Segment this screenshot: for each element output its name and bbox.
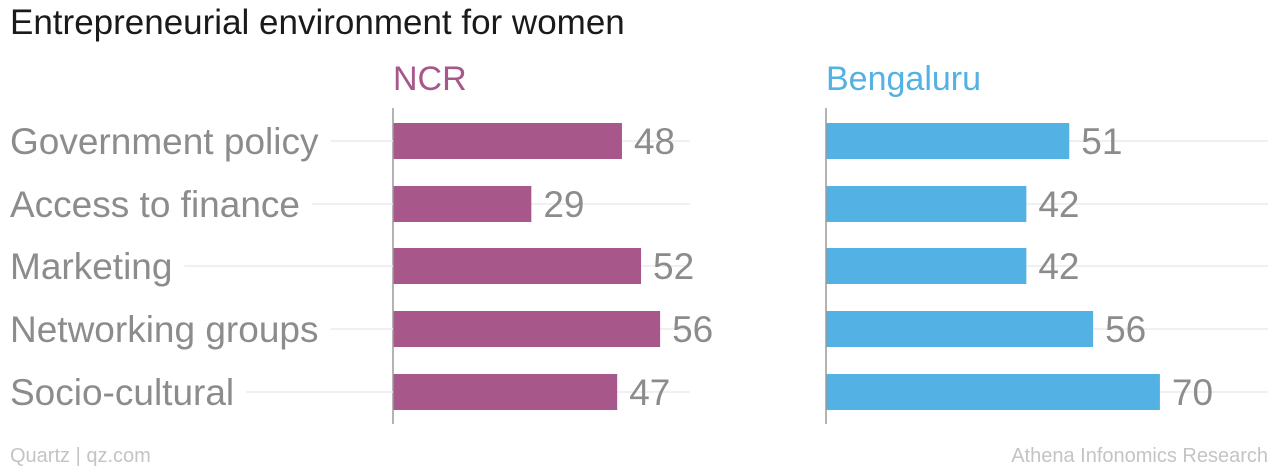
value-label: 56 — [1105, 309, 1146, 350]
category-labels: Government policy Access to finance Market… — [10, 121, 393, 413]
chart-title: Entrepreneurial environment for women — [10, 3, 625, 42]
value-label: 70 — [1172, 372, 1213, 413]
footer-source-right: Athena Infonomics Research — [1011, 445, 1268, 467]
bar — [393, 186, 532, 222]
value-label: 56 — [672, 309, 713, 350]
value-label: 29 — [543, 184, 584, 225]
bar — [393, 374, 618, 410]
bar — [826, 374, 1160, 410]
category-label: Access to finance — [10, 184, 300, 225]
bar — [393, 311, 661, 347]
value-label: 47 — [629, 372, 670, 413]
category-label: Networking groups — [10, 309, 318, 350]
series-title: Bengaluru — [826, 60, 981, 98]
value-label: 42 — [1038, 246, 1079, 287]
value-label: 48 — [634, 121, 675, 162]
category-label: Government policy — [10, 121, 319, 162]
bar — [393, 123, 622, 159]
value-label: 42 — [1038, 184, 1079, 225]
series-title: NCR — [393, 60, 467, 98]
bar — [826, 311, 1094, 347]
bar — [826, 123, 1070, 159]
bar — [826, 186, 1027, 222]
value-label: 52 — [653, 246, 694, 287]
footer-source-left: Quartz | qz.com — [10, 445, 151, 467]
value-label: 51 — [1081, 121, 1122, 162]
bar — [826, 248, 1027, 284]
category-label: Socio-cultural — [10, 372, 234, 413]
category-label: Marketing — [10, 246, 172, 287]
bar — [393, 248, 642, 284]
